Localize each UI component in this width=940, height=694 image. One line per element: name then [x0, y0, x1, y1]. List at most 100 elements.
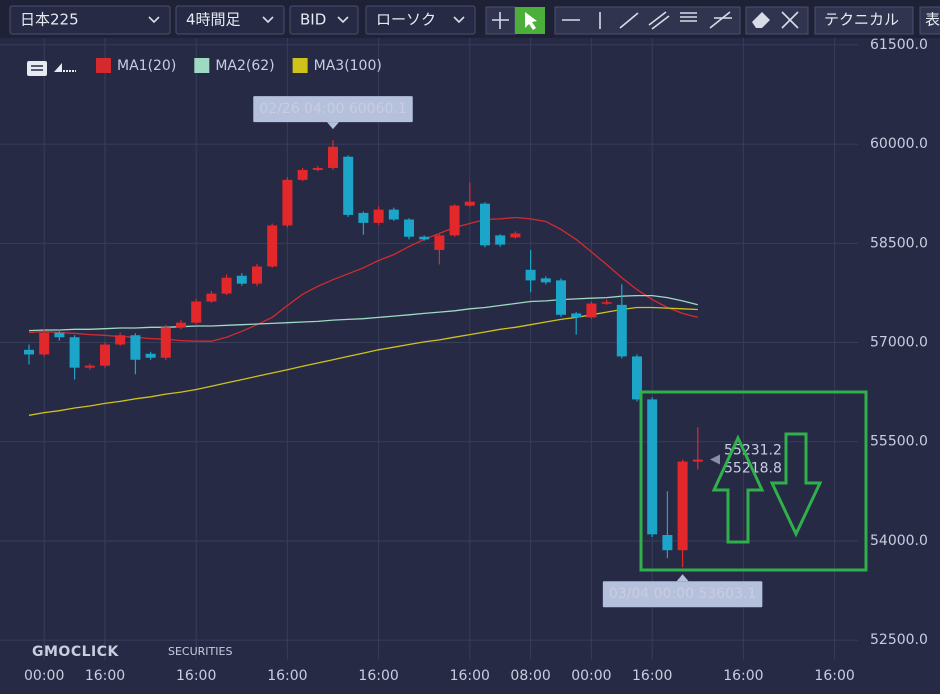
candle-body [206, 293, 217, 302]
dropdown[interactable] [365, 5, 476, 35]
annotation-pointer [327, 122, 339, 130]
candle-body [282, 179, 293, 226]
x-tick-label: 16:00 [814, 668, 854, 684]
candle-body [267, 225, 278, 267]
icon [619, 12, 639, 29]
candle-body [358, 212, 369, 223]
plot-area: 52500.0 54000.0 55500.0 57000.0 58500.0 60000… [0, 37, 940, 694]
chevron [337, 16, 349, 24]
price-pointer [710, 454, 720, 465]
annotation-box [602, 581, 763, 608]
ma-line [28, 294, 698, 332]
candle-body [404, 219, 414, 237]
x-tick-label: 16:00 [85, 668, 125, 684]
annotation-pointer [676, 574, 689, 582]
dropdown[interactable] [289, 5, 359, 35]
candle-body [328, 146, 338, 168]
icon[interactable] [54, 63, 62, 72]
chevron [148, 16, 160, 24]
up-arrow [711, 434, 765, 544]
dropdown[interactable] [9, 5, 171, 35]
candle-body [84, 365, 95, 368]
candle-body [480, 203, 490, 246]
candle-body [373, 209, 384, 223]
candle-body [115, 335, 126, 345]
y-tick-label: 55500.0 [870, 434, 928, 450]
icon [525, 12, 537, 30]
candle-body [297, 169, 308, 180]
legend-label: MA3(100) [314, 58, 382, 74]
symbol[interactable]: 日本225 [20, 11, 79, 29]
candle-body [312, 167, 323, 170]
icon[interactable] [27, 61, 47, 76]
chevron [453, 16, 465, 24]
price-tag: 55231.2 [724, 443, 782, 459]
icon [709, 11, 731, 29]
annotation: 03/04 00:00 53603.1 [602, 574, 763, 608]
legend-label: MA1(20) [117, 58, 176, 74]
candle-body [449, 205, 460, 236]
highlight-overlay [639, 390, 868, 572]
y-tick-label: 61500.0 [870, 37, 928, 53]
x-tick-label: 00:00 [24, 668, 64, 684]
highlight-box [639, 390, 868, 572]
technical[interactable]: テクニカル [824, 11, 899, 29]
candle-body [495, 235, 506, 245]
ma-line [28, 216, 698, 342]
candle-body [24, 349, 34, 355]
draw-tools[interactable] [554, 6, 741, 35]
candle-body [39, 332, 50, 355]
x-tick-label: 16:00 [450, 668, 490, 684]
candle-body [510, 233, 521, 238]
symbol-select[interactable]: 日本225 [9, 5, 171, 35]
candle-body [100, 344, 110, 366]
legend-swatch [292, 58, 308, 73]
x-tick-label: 00:00 [571, 668, 611, 684]
watermark: SECURITIES [168, 645, 232, 658]
candle-body [692, 459, 703, 462]
candle-body [464, 201, 475, 206]
icon [781, 11, 799, 29]
more-button[interactable] [919, 6, 940, 35]
candle-body [221, 277, 232, 294]
legend-swatch [96, 58, 111, 73]
candle-body [176, 322, 186, 328]
x-tick-label: 16:00 [267, 668, 307, 684]
candle-body [54, 332, 65, 338]
y-tick-label: 57000.0 [870, 335, 928, 351]
y-tick-label: 52500.0 [870, 632, 928, 648]
candle-body [191, 301, 202, 323]
candle-body [252, 266, 262, 284]
annotation: 02/26 04:00 60060.1 [253, 96, 413, 130]
candle-body [130, 335, 141, 360]
candle-body [145, 353, 156, 358]
x-tick-label: 16:00 [176, 668, 216, 684]
technical-button[interactable] [814, 6, 914, 35]
watermark: GMOCLICK [32, 644, 120, 660]
more[interactable]: 表 [925, 11, 940, 29]
candle-body [647, 399, 658, 535]
y-tick-label: 58500.0 [870, 235, 928, 251]
x-tick-label: 08:00 [510, 668, 550, 684]
icon [752, 12, 770, 28]
chart-style[interactable]: ローソク [376, 11, 436, 29]
interval[interactable]: 4時間足 [186, 11, 241, 29]
dropdown[interactable] [175, 5, 285, 35]
candle-body [540, 278, 551, 283]
x-tick-label: 16:00 [358, 668, 398, 684]
side-select[interactable]: BID [289, 5, 359, 35]
annotation-box [253, 96, 413, 123]
candle-body [525, 269, 536, 281]
y-tick-label: 54000.0 [870, 533, 928, 549]
style-select[interactable]: ローソク [365, 5, 476, 35]
icon [651, 15, 670, 30]
candle-body [677, 461, 688, 551]
ma-line [28, 306, 698, 416]
candle-body [419, 236, 430, 240]
x-tick-label: 16:00 [632, 668, 672, 684]
candle-body [662, 535, 673, 551]
candle-body [601, 302, 612, 304]
side[interactable]: BID [300, 11, 326, 29]
interval-select[interactable]: 4時間足 [175, 5, 285, 35]
